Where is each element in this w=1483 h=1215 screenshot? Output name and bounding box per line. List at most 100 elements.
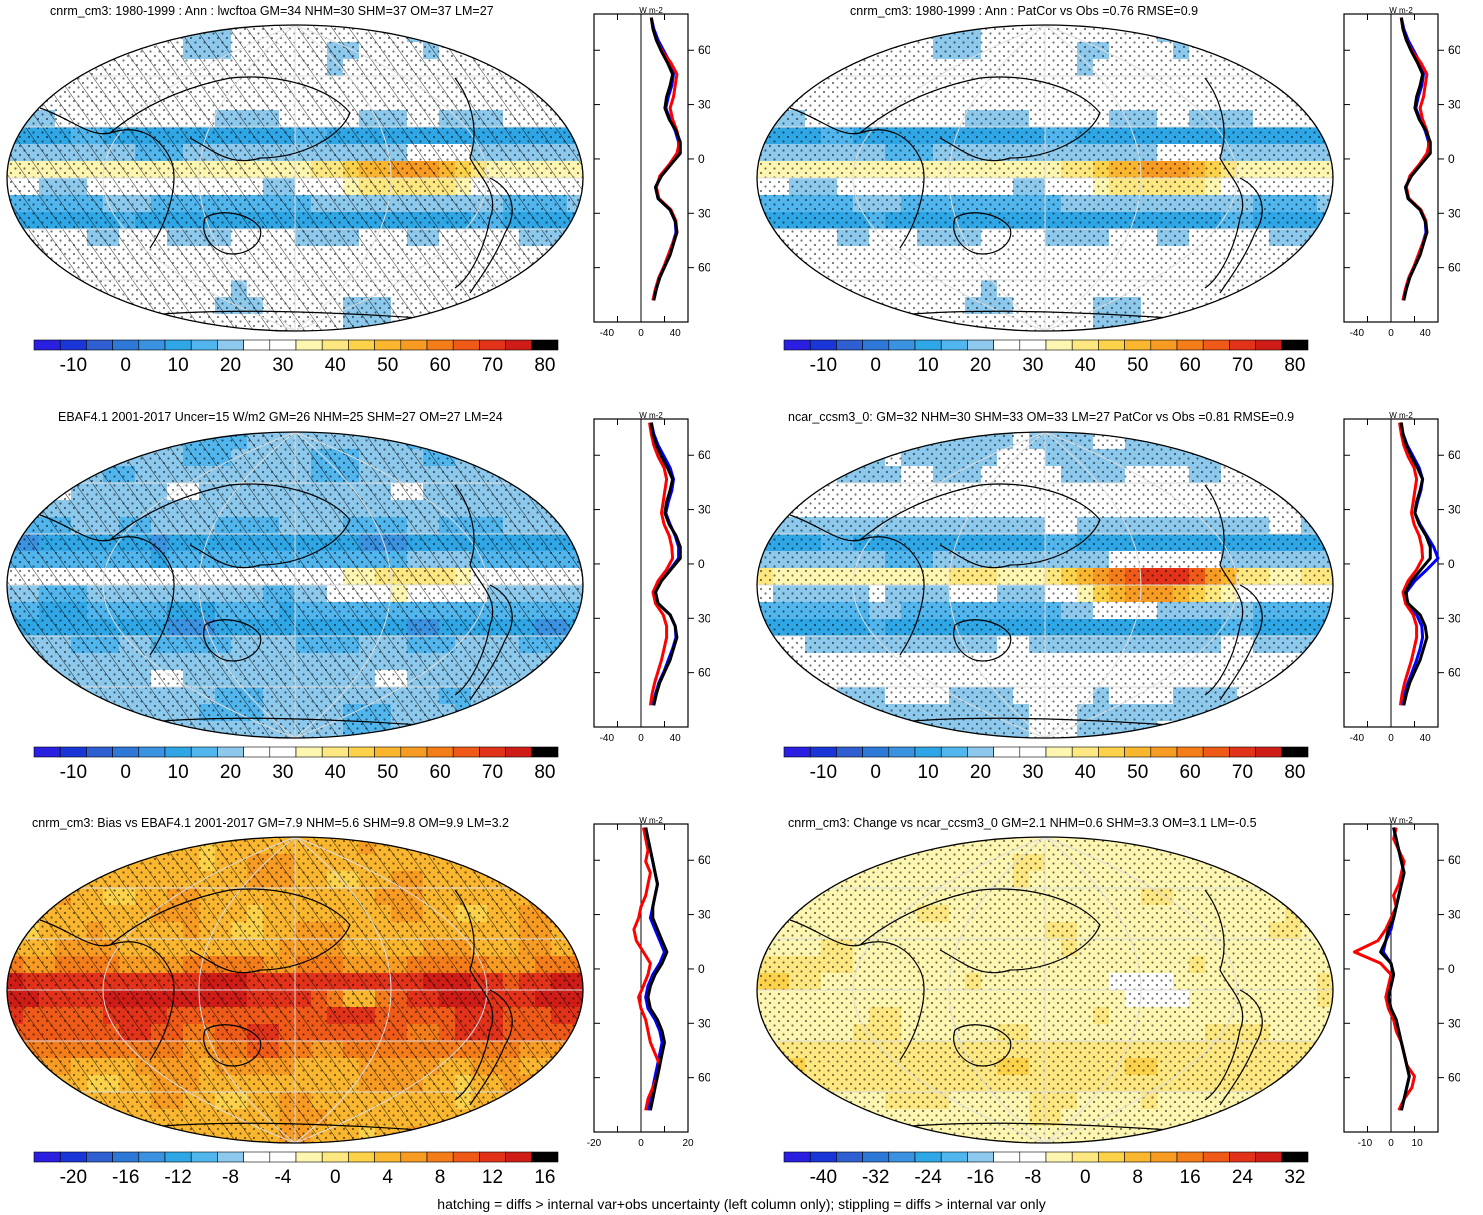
colorbar-box <box>164 1151 192 1163</box>
field-cell <box>103 1109 120 1127</box>
map-plot <box>6 836 584 1144</box>
profile-lat-label: 60N <box>1448 43 1460 57</box>
colorbar-tick-label: 80 <box>534 762 555 783</box>
colorbar-box <box>1229 1151 1256 1163</box>
field-cell <box>487 1109 504 1127</box>
field-cell <box>39 42 56 60</box>
coastline <box>469 177 513 294</box>
colorbar-box <box>505 746 533 758</box>
graticule-meridian <box>948 25 1046 331</box>
field-cell <box>1237 42 1254 60</box>
field-cell <box>7 721 24 738</box>
colorbar-box <box>138 746 166 758</box>
field-cell <box>535 297 552 315</box>
field-cell <box>757 517 774 535</box>
field-cell <box>757 93 774 111</box>
field-cell <box>1285 25 1302 43</box>
field-cell <box>103 25 120 43</box>
colorbar-box <box>1150 746 1178 758</box>
colorbar-box <box>269 339 297 351</box>
field-cell <box>551 1126 568 1143</box>
field-cell <box>805 59 822 77</box>
field-cell <box>789 721 806 738</box>
profile-lat-label: 60N <box>698 853 710 867</box>
field-cell <box>789 297 806 315</box>
colorbar-tick-label: 8 <box>1132 1167 1143 1188</box>
field-cell <box>135 432 152 450</box>
field-cell <box>757 432 774 450</box>
field-cell <box>1221 1126 1238 1143</box>
field-cell <box>1301 297 1318 315</box>
field-cell <box>1237 432 1254 450</box>
field-cell <box>789 432 806 450</box>
field-cell <box>455 432 472 450</box>
field-cell <box>821 704 838 722</box>
field-cell <box>39 297 56 315</box>
colorbar-box <box>862 339 890 351</box>
field-cell <box>519 687 536 705</box>
graticule-meridian <box>198 25 296 331</box>
field-cell <box>837 1126 854 1143</box>
field-cell <box>757 1092 774 1110</box>
field-cell <box>55 59 72 77</box>
colorbar-tick-label: -10 <box>810 762 837 783</box>
field-cell <box>1221 297 1238 315</box>
colorbar-box <box>243 339 271 351</box>
field-cell <box>519 1092 536 1110</box>
field-cell <box>1253 1109 1270 1127</box>
map-border <box>6 431 584 739</box>
field-cell <box>439 314 456 331</box>
field-cell <box>71 297 88 315</box>
field-cell <box>39 1075 56 1093</box>
field-cell <box>7 888 24 906</box>
colorbar-tick-label: 50 <box>1127 355 1148 376</box>
coastline <box>454 484 494 696</box>
colorbar-box <box>400 339 428 351</box>
field-cell <box>87 432 104 450</box>
colorbar-box <box>452 1151 480 1163</box>
field-cell <box>773 76 790 94</box>
field-cell <box>23 1075 40 1093</box>
profile-x-tick-label: 40 <box>1420 733 1432 744</box>
profile-lat-label: 60N <box>1448 853 1460 867</box>
field-cell <box>7 1075 24 1093</box>
figure-footnote: hatching = diffs > internal var+obs unce… <box>437 1196 1046 1212</box>
colorbar-tick-label: -20 <box>60 1167 87 1188</box>
colorbar: -40-32-24-16-80816243240 <box>783 1151 1309 1188</box>
field-cell <box>71 1109 88 1127</box>
colorbar-box <box>940 339 968 351</box>
field-cell <box>7 483 24 501</box>
colorbar-tick-label: 20 <box>970 762 991 783</box>
field-cell <box>1285 432 1302 450</box>
field-cell <box>805 314 822 331</box>
colorbar-box <box>1202 746 1230 758</box>
field-cell <box>805 837 822 855</box>
colorbar-tick-label: 10 <box>918 762 939 783</box>
field-cell <box>1285 704 1302 722</box>
field-cell <box>551 1058 568 1076</box>
profile-x-tick-label: 0 <box>638 328 644 339</box>
colorbar-tick-label: 4 <box>382 1167 393 1188</box>
coastline <box>39 514 175 656</box>
profile-lat-label: 30N <box>698 503 710 517</box>
colorbar-tick-label: 32 <box>1284 1167 1305 1188</box>
profile-lat-label: 30S <box>1448 1016 1460 1030</box>
field-cell <box>119 25 136 43</box>
field-cell <box>885 1126 902 1143</box>
profile-lat-label: 30N <box>698 98 710 112</box>
field-cell <box>71 42 88 60</box>
profile-units: W m-2 <box>639 411 663 420</box>
profile-line-black <box>649 17 682 301</box>
field-cell <box>503 25 520 43</box>
field-cell <box>23 297 40 315</box>
field-cell <box>471 721 488 738</box>
field-cell <box>1269 42 1286 60</box>
field-cell <box>853 1109 870 1127</box>
coastlines <box>39 888 513 1131</box>
profile-x-tick-label: -40 <box>600 328 615 339</box>
field-cell <box>757 837 774 855</box>
colorbar-box <box>479 1151 506 1163</box>
field-cell <box>1189 837 1206 855</box>
field-cell <box>1301 449 1318 467</box>
coastline <box>1219 989 1263 1106</box>
